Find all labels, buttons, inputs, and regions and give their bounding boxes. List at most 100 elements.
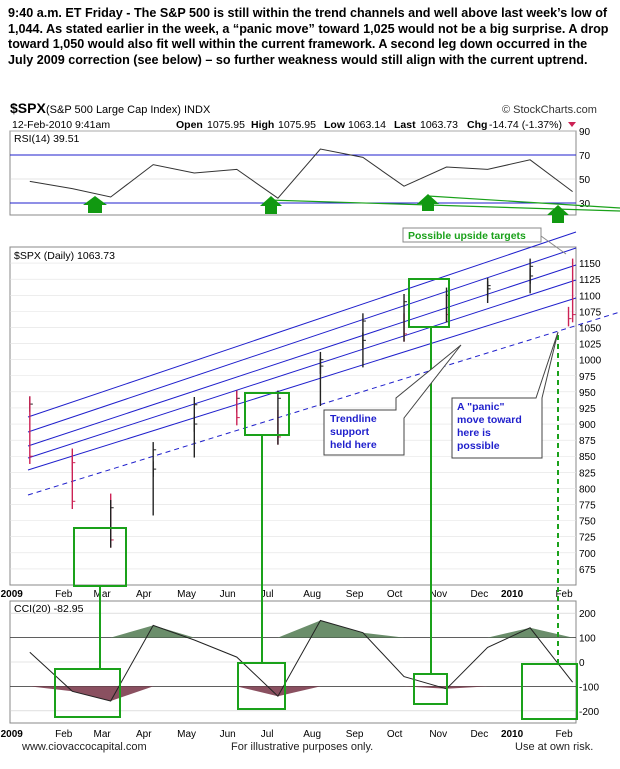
price-tick-label: 900 xyxy=(579,420,596,431)
price-tick-label: 1100 xyxy=(579,291,601,302)
brand: © StockCharts.com xyxy=(502,104,597,116)
rsi-line xyxy=(29,148,573,199)
month-label: Oct xyxy=(387,729,403,740)
cci-panel: CCI(20) -82.95 200 100 0 -100 -200 xyxy=(9,600,599,724)
price-tick-label: 700 xyxy=(579,549,596,560)
price-tick-label: 800 xyxy=(579,484,596,495)
rsi-trendline-2 xyxy=(427,195,620,209)
rsi-arrow-4 xyxy=(547,205,569,223)
price-tick-label: 1025 xyxy=(579,340,602,351)
quote-date: 12-Feb-2010 9:41am xyxy=(12,119,110,131)
price-tick-label: 675 xyxy=(579,565,596,576)
price-tick-label: 950 xyxy=(579,388,596,399)
price-tick-label: 1000 xyxy=(579,356,602,367)
month-label: Feb xyxy=(55,729,73,740)
month-label: May xyxy=(177,589,196,600)
panic-callout: A "panic" move toward here is possible xyxy=(451,331,559,459)
last-label: Last xyxy=(394,119,416,131)
chg-value: -14.74 (-1.37%) xyxy=(489,119,562,131)
rsi-arrow-2 xyxy=(260,196,282,214)
high-label: High xyxy=(251,119,274,131)
panic-label-1: A "panic" xyxy=(457,401,505,413)
rsi-panel: RSI(14) 39.51 30 50 70 90 xyxy=(9,127,620,223)
price-tick-label: 1125 xyxy=(579,275,601,286)
month-label: Sep xyxy=(346,589,364,600)
cci-tick-label: -200 xyxy=(579,707,599,718)
footer-risk: Use at own risk. xyxy=(515,741,594,753)
commentary-text: 9:40 a.m. ET Friday - The S&P 500 is sti… xyxy=(8,6,609,67)
channel-dashed-line xyxy=(27,311,620,496)
price-tick-label: 1075 xyxy=(579,307,602,318)
month-label: Feb xyxy=(555,589,573,600)
channel-line xyxy=(27,279,577,459)
rsi-title: RSI(14) 39.51 xyxy=(14,133,80,145)
month-label: May xyxy=(177,729,196,740)
month-label: 2010 xyxy=(501,729,524,740)
cci-fill-negative xyxy=(29,686,573,701)
targets-label: Possible upside targets xyxy=(408,230,526,242)
rsi-tick-label: 30 xyxy=(579,199,591,210)
panic-label-2: move toward xyxy=(457,414,522,426)
price-tick-label: 775 xyxy=(579,501,596,512)
month-label: Dec xyxy=(470,729,488,740)
last-value: 1063.73 xyxy=(420,119,458,131)
footer-illustrative: For illustrative purposes only. xyxy=(231,741,374,753)
month-label: Oct xyxy=(387,589,403,600)
open-label: Open xyxy=(176,119,203,131)
low-value: 1063.14 xyxy=(348,119,386,131)
month-label: Nov xyxy=(429,589,447,600)
month-axis-top: 2009 Feb Mar Apr May Jun Jul Aug Sep Oct Nov Dec 201… xyxy=(1,589,573,600)
month-label: Aug xyxy=(303,729,321,740)
channel-line xyxy=(27,264,577,447)
trendline-callout: Trendline support held here xyxy=(323,344,462,456)
march-cci-box xyxy=(54,668,121,718)
price-tick-label: 925 xyxy=(579,404,596,415)
price-tick-label: 750 xyxy=(579,517,596,528)
month-label: Aug xyxy=(303,589,321,600)
price-title: $SPX (Daily) 1063.73 xyxy=(14,250,115,262)
rsi-tick-label: 70 xyxy=(579,151,591,162)
price-tick-label: 725 xyxy=(579,533,596,544)
price-tick-label: 825 xyxy=(579,468,596,479)
channel-line xyxy=(27,247,577,433)
rsi-tick-label: 50 xyxy=(579,175,591,186)
price-tick-label: 1150 xyxy=(579,259,601,270)
targets-callout: Possible upside targets xyxy=(402,227,567,255)
channel-line xyxy=(27,297,577,471)
month-label: Apr xyxy=(136,729,152,740)
cci-tick-label: 100 xyxy=(579,634,596,645)
rsi-arrow-3 xyxy=(417,194,439,211)
month-axis-bottom: 2009 Feb Mar Apr May Jun Jul Aug Sep Oct Nov Dec 201… xyxy=(1,729,573,740)
cci-fill-positive xyxy=(29,620,573,638)
month-label: Dec xyxy=(470,589,488,600)
month-label: Feb xyxy=(55,589,73,600)
trendline-label-3: held here xyxy=(330,439,377,451)
open-value: 1075.95 xyxy=(207,119,245,131)
month-label: Apr xyxy=(136,589,152,600)
panic-label-4: possible xyxy=(457,440,500,452)
footer-site: www.ciovaccocapital.com xyxy=(22,741,147,753)
targets-pointer xyxy=(540,235,567,255)
cci-title: CCI(20) -82.95 xyxy=(14,603,84,615)
month-label: Sep xyxy=(346,729,364,740)
annotation-boxes xyxy=(54,278,578,720)
panic-label-3: here is xyxy=(457,427,491,439)
cci-tick-label: 200 xyxy=(579,609,596,620)
rsi-arrow-1 xyxy=(83,196,107,213)
feb-cci-box xyxy=(521,663,578,720)
month-label: Feb xyxy=(555,729,573,740)
down-arrow-icon xyxy=(568,122,576,127)
month-label: Mar xyxy=(94,589,112,600)
trend-channels xyxy=(27,231,620,496)
cci-tick-label: 0 xyxy=(579,658,585,669)
rsi-tick-label: 90 xyxy=(579,127,591,138)
symbol: $SPX xyxy=(10,100,46,116)
channel-line xyxy=(27,231,577,418)
price-tick-label: 875 xyxy=(579,436,596,447)
price-tick-label: 850 xyxy=(579,452,596,463)
index-name: (S&P 500 Large Cap Index) INDX xyxy=(46,104,211,116)
price-tick-label: 1050 xyxy=(579,323,602,334)
july-low-box xyxy=(244,392,290,436)
low-label: Low xyxy=(324,119,346,131)
